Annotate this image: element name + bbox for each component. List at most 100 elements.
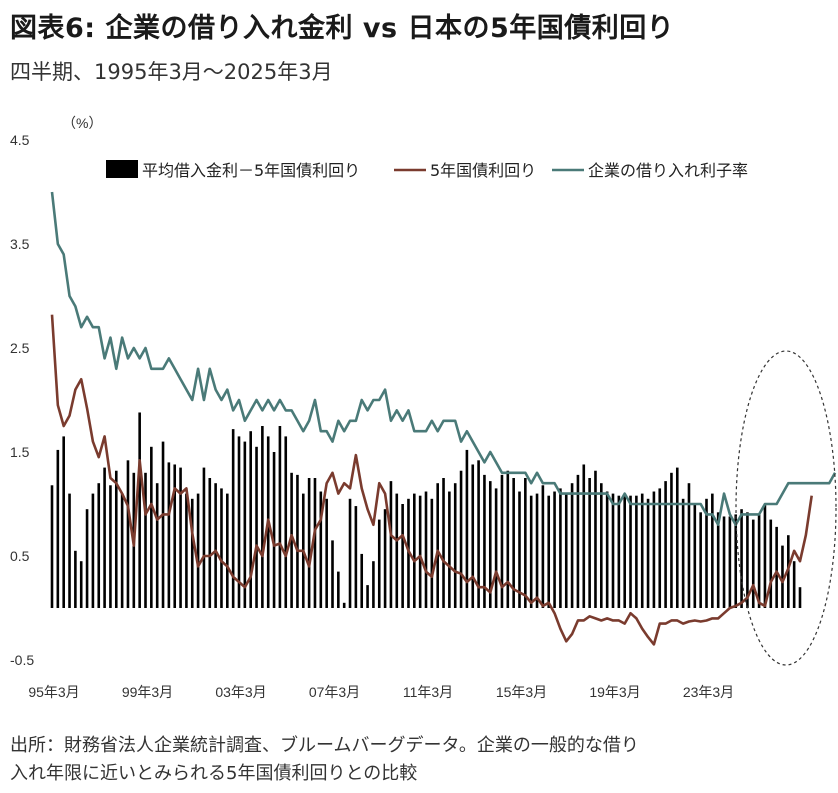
- bar-spread: [103, 467, 106, 608]
- legend-label-bond: 5年国債利回り: [430, 161, 536, 180]
- bar-spread: [243, 441, 247, 608]
- legend: 平均借入金利－5年国債利回り 5年国債利回り 企業の借り入れ利子率: [106, 160, 748, 180]
- bar-spread: [348, 498, 352, 608]
- bar-spread: [635, 495, 638, 608]
- bar-spread: [366, 585, 369, 608]
- source-note-line-1: 出所：財務省法人企業統計調査、ブルームバーグデータ。企業の一般的な借り: [10, 735, 639, 756]
- bar-spread: [763, 504, 767, 608]
- bar-spread: [442, 478, 445, 608]
- y-tick-label: 2.5: [10, 340, 30, 356]
- bar-spread: [109, 485, 112, 608]
- bar-spread: [372, 561, 375, 608]
- bar-spread: [214, 483, 217, 608]
- bar-spread: [161, 441, 165, 608]
- x-tick-label: 03年3月: [215, 684, 266, 700]
- bar-spread: [413, 493, 416, 608]
- bar-spread: [296, 474, 299, 608]
- bar-spread: [196, 493, 200, 608]
- bar-spread: [547, 495, 551, 608]
- bar-spread: [114, 470, 118, 608]
- x-tick-label: 19年3月: [589, 684, 640, 700]
- bar-spread: [436, 483, 439, 608]
- y-tick-label: -0.5: [10, 652, 34, 668]
- bar-spread: [430, 498, 434, 608]
- highlight-ellipse: [735, 350, 837, 666]
- bar-series: [50, 412, 802, 608]
- bar-spread: [185, 493, 188, 608]
- bar-spread: [383, 509, 387, 608]
- legend-label-bars: 平均借入金利－5年国債利回り: [142, 161, 360, 180]
- bar-spread: [734, 514, 738, 608]
- bar-spread: [711, 493, 714, 608]
- bar-spread: [226, 493, 229, 608]
- bar-spread: [535, 493, 539, 608]
- bar-spread: [693, 504, 697, 608]
- bar-spread: [377, 519, 381, 608]
- bar-spread: [488, 481, 492, 608]
- bar-spread: [582, 464, 586, 608]
- bar-spread: [74, 550, 77, 608]
- bar-spread: [249, 431, 252, 608]
- bar-spread: [600, 483, 603, 608]
- legend-swatch-bars: [106, 160, 138, 178]
- bar-spread: [79, 561, 83, 608]
- bar-spread: [325, 498, 328, 608]
- bar-spread: [138, 412, 141, 608]
- bar-spread: [798, 587, 802, 608]
- bar-spread: [208, 478, 212, 608]
- axes-layer: -0.5 0.5 1.5 2.5 3.5 4.5 （%） 95年3月 99年3月 03年3月 07年…: [10, 115, 734, 700]
- bar-spread: [68, 493, 71, 608]
- chart-subtitle: 四半期、1995年3月～2025年3月: [10, 60, 333, 84]
- bar-spread: [640, 493, 644, 608]
- bar-spread: [681, 498, 685, 608]
- line-jgb5y: [50, 314, 813, 646]
- bar-spread: [144, 472, 147, 608]
- bar-spread: [494, 488, 498, 608]
- bar-spread: [307, 478, 311, 608]
- bar-spread: [453, 483, 457, 608]
- bar-spread: [722, 516, 726, 608]
- chart-title: 図表6: 企業の借り入れ金利 vs 日本の5年国債利回り: [10, 13, 675, 44]
- bar-spread: [155, 483, 159, 608]
- bar-spread: [746, 512, 749, 608]
- bar-spread: [418, 495, 422, 608]
- bar-spread: [190, 498, 194, 608]
- x-tick-label: 23年3月: [683, 684, 734, 700]
- bar-spread: [541, 485, 545, 608]
- bar-spread: [629, 495, 632, 608]
- bar-spread: [781, 545, 784, 608]
- bar-spread: [675, 467, 679, 608]
- bar-spread: [62, 436, 65, 608]
- bar-spread: [272, 452, 276, 608]
- bar-spread: [524, 478, 527, 608]
- bar-spread: [652, 491, 656, 608]
- x-tick-label: 15年3月: [496, 684, 547, 700]
- bar-spread: [173, 464, 177, 608]
- bar-spread: [529, 495, 533, 608]
- bar-spread: [360, 553, 364, 608]
- bar-spread: [740, 509, 743, 608]
- bar-spread: [728, 516, 732, 608]
- bar-spread: [56, 449, 60, 608]
- bar-spread: [337, 571, 340, 608]
- bar-spread: [699, 512, 702, 608]
- bar-spread: [91, 493, 95, 608]
- bar-spread: [705, 498, 708, 608]
- bar-spread: [792, 561, 796, 608]
- x-tick-label: 99年3月: [122, 684, 173, 700]
- bar-spread: [570, 483, 574, 608]
- bar-spread: [483, 474, 486, 608]
- bar-spread: [559, 488, 562, 608]
- bar-spread: [395, 493, 399, 608]
- bar-spread: [261, 426, 264, 608]
- x-tick-label: 11年3月: [403, 684, 453, 700]
- bar-spread: [313, 478, 317, 608]
- bar-spread: [401, 504, 404, 608]
- bar-spread: [670, 472, 673, 608]
- bar-spread: [231, 429, 235, 608]
- bar-spread: [465, 449, 469, 608]
- bar-spread: [319, 491, 323, 608]
- line-series: [50, 191, 837, 646]
- bar-spread: [687, 483, 691, 608]
